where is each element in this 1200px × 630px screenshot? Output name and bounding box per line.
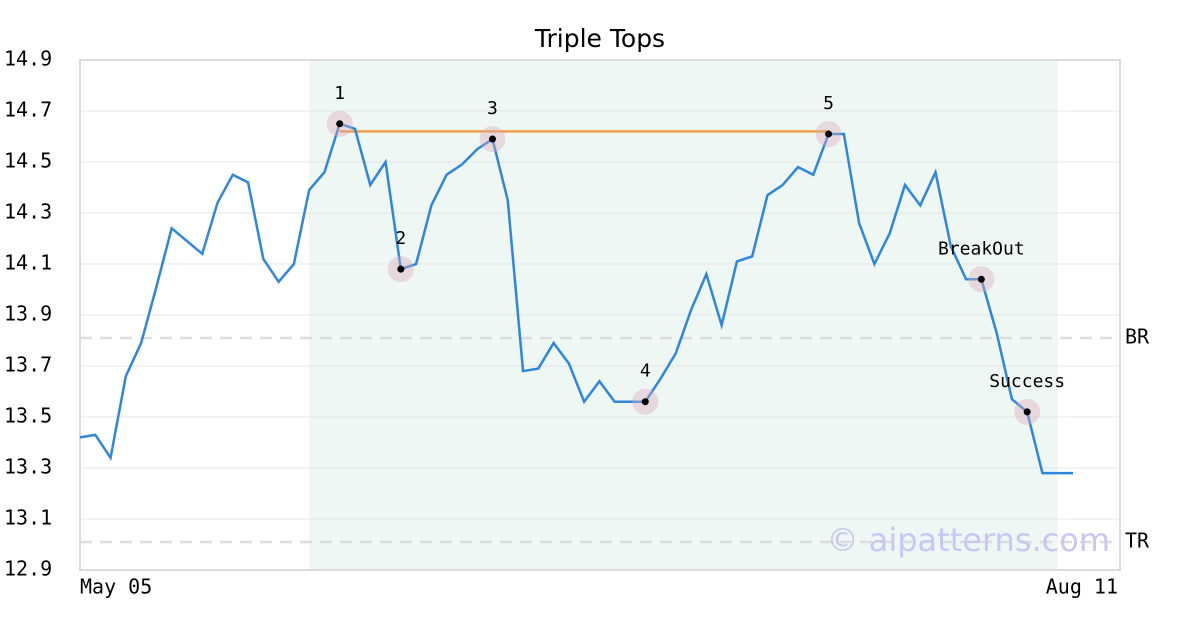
- y-tick-label: 14.1: [4, 251, 52, 275]
- pattern-point: [825, 130, 833, 138]
- pattern-point: [336, 120, 344, 128]
- level-label: BR: [1125, 324, 1150, 348]
- pattern-point: [1023, 408, 1031, 416]
- pattern-label: 5: [823, 93, 834, 114]
- pattern-point: [488, 135, 496, 143]
- y-tick-label: 13.9: [4, 302, 52, 326]
- pattern-label: 1: [334, 83, 345, 104]
- pattern-label: 4: [640, 361, 651, 382]
- y-tick-label: 12.9: [4, 557, 52, 581]
- price-line: [79, 122, 1073, 475]
- y-tick-label: 14.7: [4, 98, 52, 122]
- y-tick-label: 13.5: [4, 404, 52, 428]
- pattern-label: 3: [487, 98, 498, 119]
- pattern-point: [641, 398, 649, 406]
- watermark: © aipatterns.com: [827, 521, 1110, 559]
- y-tick-label: 13.7: [4, 353, 52, 377]
- pattern-label: Success: [989, 371, 1065, 392]
- y-tick-label: 14.3: [4, 200, 52, 224]
- chart-title: Triple Tops: [534, 24, 665, 53]
- level-label: TR: [1125, 528, 1150, 552]
- pattern-point: [977, 275, 985, 283]
- y-tick-label: 13.3: [4, 455, 52, 479]
- plot-frame: [79, 59, 1121, 571]
- pattern-label: BreakOut: [938, 238, 1025, 259]
- pattern-point: [397, 265, 405, 273]
- pattern-label: 2: [395, 228, 406, 249]
- x-tick-label: Aug 11: [1046, 575, 1118, 599]
- y-tick-label: 13.1: [4, 506, 52, 530]
- y-tick-label: 14.5: [4, 149, 52, 173]
- y-tick-label: 14.9: [4, 47, 52, 71]
- x-tick-label: May 05: [80, 575, 152, 599]
